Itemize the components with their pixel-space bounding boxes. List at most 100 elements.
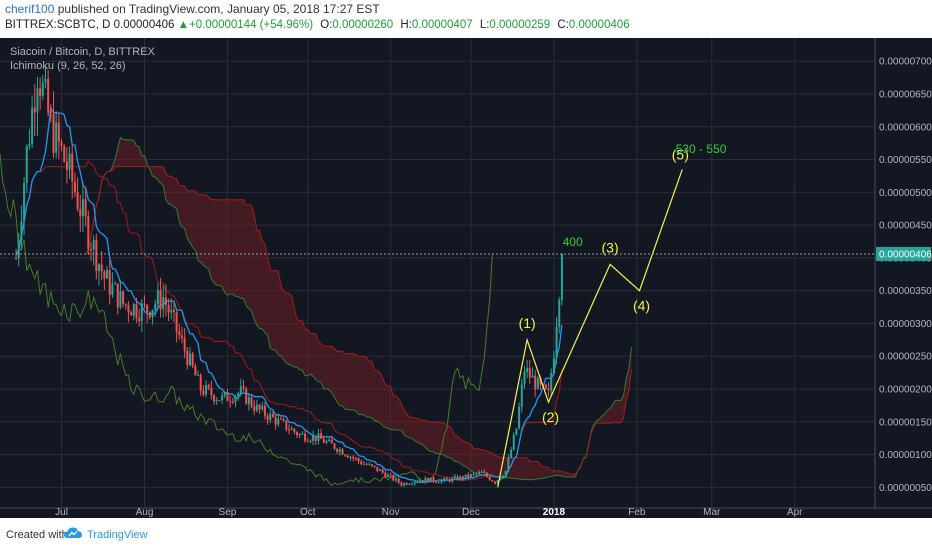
candle-up (408, 483, 411, 485)
candle-down (397, 478, 400, 483)
candle-up (338, 449, 341, 452)
candle-up (68, 153, 71, 170)
candle-down (293, 428, 296, 433)
candle-up (237, 393, 240, 397)
candle-down (370, 464, 373, 466)
candle-down (306, 440, 309, 442)
time-tick-label: Sep (219, 507, 237, 518)
chart-area[interactable]: (1) (2) (3) (4) (5) 400 530 - 550 0.00000700 0.… (0, 38, 932, 518)
price-tick-label: 0.00000200 (879, 385, 932, 396)
candle-down (266, 415, 269, 420)
last-price: 0.00000406 (113, 19, 175, 31)
close-label: C: (557, 19, 569, 31)
candle-up (92, 239, 95, 250)
candle-up (328, 439, 331, 442)
candle-up (25, 146, 28, 183)
candle-up (234, 396, 237, 403)
candle-down (39, 88, 42, 97)
candle-down (534, 375, 537, 390)
candle-down (360, 461, 363, 465)
candle-down (435, 481, 438, 483)
wave-label: (4) (633, 298, 650, 314)
candle-down (146, 304, 149, 313)
candle-down (103, 271, 106, 279)
author-link[interactable]: cherif100 (5, 2, 55, 16)
candle-down (172, 309, 175, 312)
open-value: 0.00000260 (332, 19, 394, 31)
candle-down (357, 458, 360, 462)
candle-up (255, 404, 258, 411)
candle-down (186, 350, 189, 366)
candle-down (296, 432, 299, 436)
candle-down (486, 473, 489, 477)
candle-up (28, 144, 31, 147)
candle-up (17, 240, 20, 259)
wave-label: (5) (672, 146, 689, 162)
candle-down (108, 269, 111, 295)
candle-up (205, 385, 208, 395)
candle-up (154, 304, 157, 310)
candle-down (461, 476, 464, 479)
candle-down (427, 478, 430, 483)
candle-down (320, 433, 323, 439)
candle-up (536, 377, 539, 390)
candle-up (261, 405, 264, 410)
candle-down (194, 366, 197, 376)
candle-up (386, 474, 389, 477)
candle-up (451, 477, 454, 482)
candle-down (274, 417, 277, 425)
candle-down (333, 443, 336, 449)
candle-down (76, 192, 79, 210)
candle-down (314, 435, 317, 441)
candle-up (411, 483, 414, 485)
price-chart: (1) (2) (3) (4) (5) 400 530 - 550 0.00000700 0.… (0, 38, 932, 518)
candle-up (507, 457, 510, 471)
tradingview-link[interactable]: TradingView (87, 529, 148, 541)
candle-down (544, 384, 547, 389)
candle-down (122, 291, 125, 304)
candle-down (49, 112, 52, 114)
price-tick-label: 0.00000450 (879, 221, 932, 232)
candle-down (365, 463, 368, 465)
candle-down (52, 113, 55, 153)
candle-up (81, 199, 84, 217)
candle-down (336, 448, 339, 452)
candle-up (560, 253, 563, 300)
candle-up (31, 107, 34, 145)
wave-label: (1) (519, 315, 536, 331)
candle-down (245, 388, 248, 404)
candle-down (381, 469, 384, 473)
candle-down (226, 392, 229, 402)
candle-up (317, 433, 320, 441)
candle-down (47, 78, 50, 113)
price-tick-label: 0.00000600 (879, 122, 932, 133)
candle-down (467, 474, 470, 478)
candle-up (269, 413, 272, 420)
candle-down (491, 480, 494, 482)
candle-down (354, 458, 357, 460)
candle-down (33, 107, 36, 113)
candle-up (512, 434, 515, 450)
candle-up (424, 478, 427, 482)
candle-down (60, 141, 63, 147)
candle-up (520, 384, 523, 407)
candle-down (250, 397, 253, 407)
publish-line: cherif100 published on TradingView.com, … (5, 2, 380, 16)
footer: Created with TradingView (0, 518, 932, 550)
candle-down (421, 479, 424, 482)
candle-up (499, 478, 502, 481)
price-tick-label: 0.00000650 (879, 90, 932, 101)
candle-down (322, 438, 325, 443)
candle-up (290, 428, 293, 431)
candle-up (443, 478, 446, 481)
candle-down (183, 337, 186, 351)
candle-down (135, 303, 138, 318)
candle-up (55, 122, 58, 153)
time-tick-label: 2018 (543, 507, 566, 518)
candle-up (453, 476, 456, 478)
open-label: O: (320, 19, 333, 31)
candle-down (89, 249, 92, 251)
candle-up (312, 435, 315, 441)
price-tick-label: 0.00000500 (879, 188, 932, 199)
candle-down (229, 401, 232, 403)
